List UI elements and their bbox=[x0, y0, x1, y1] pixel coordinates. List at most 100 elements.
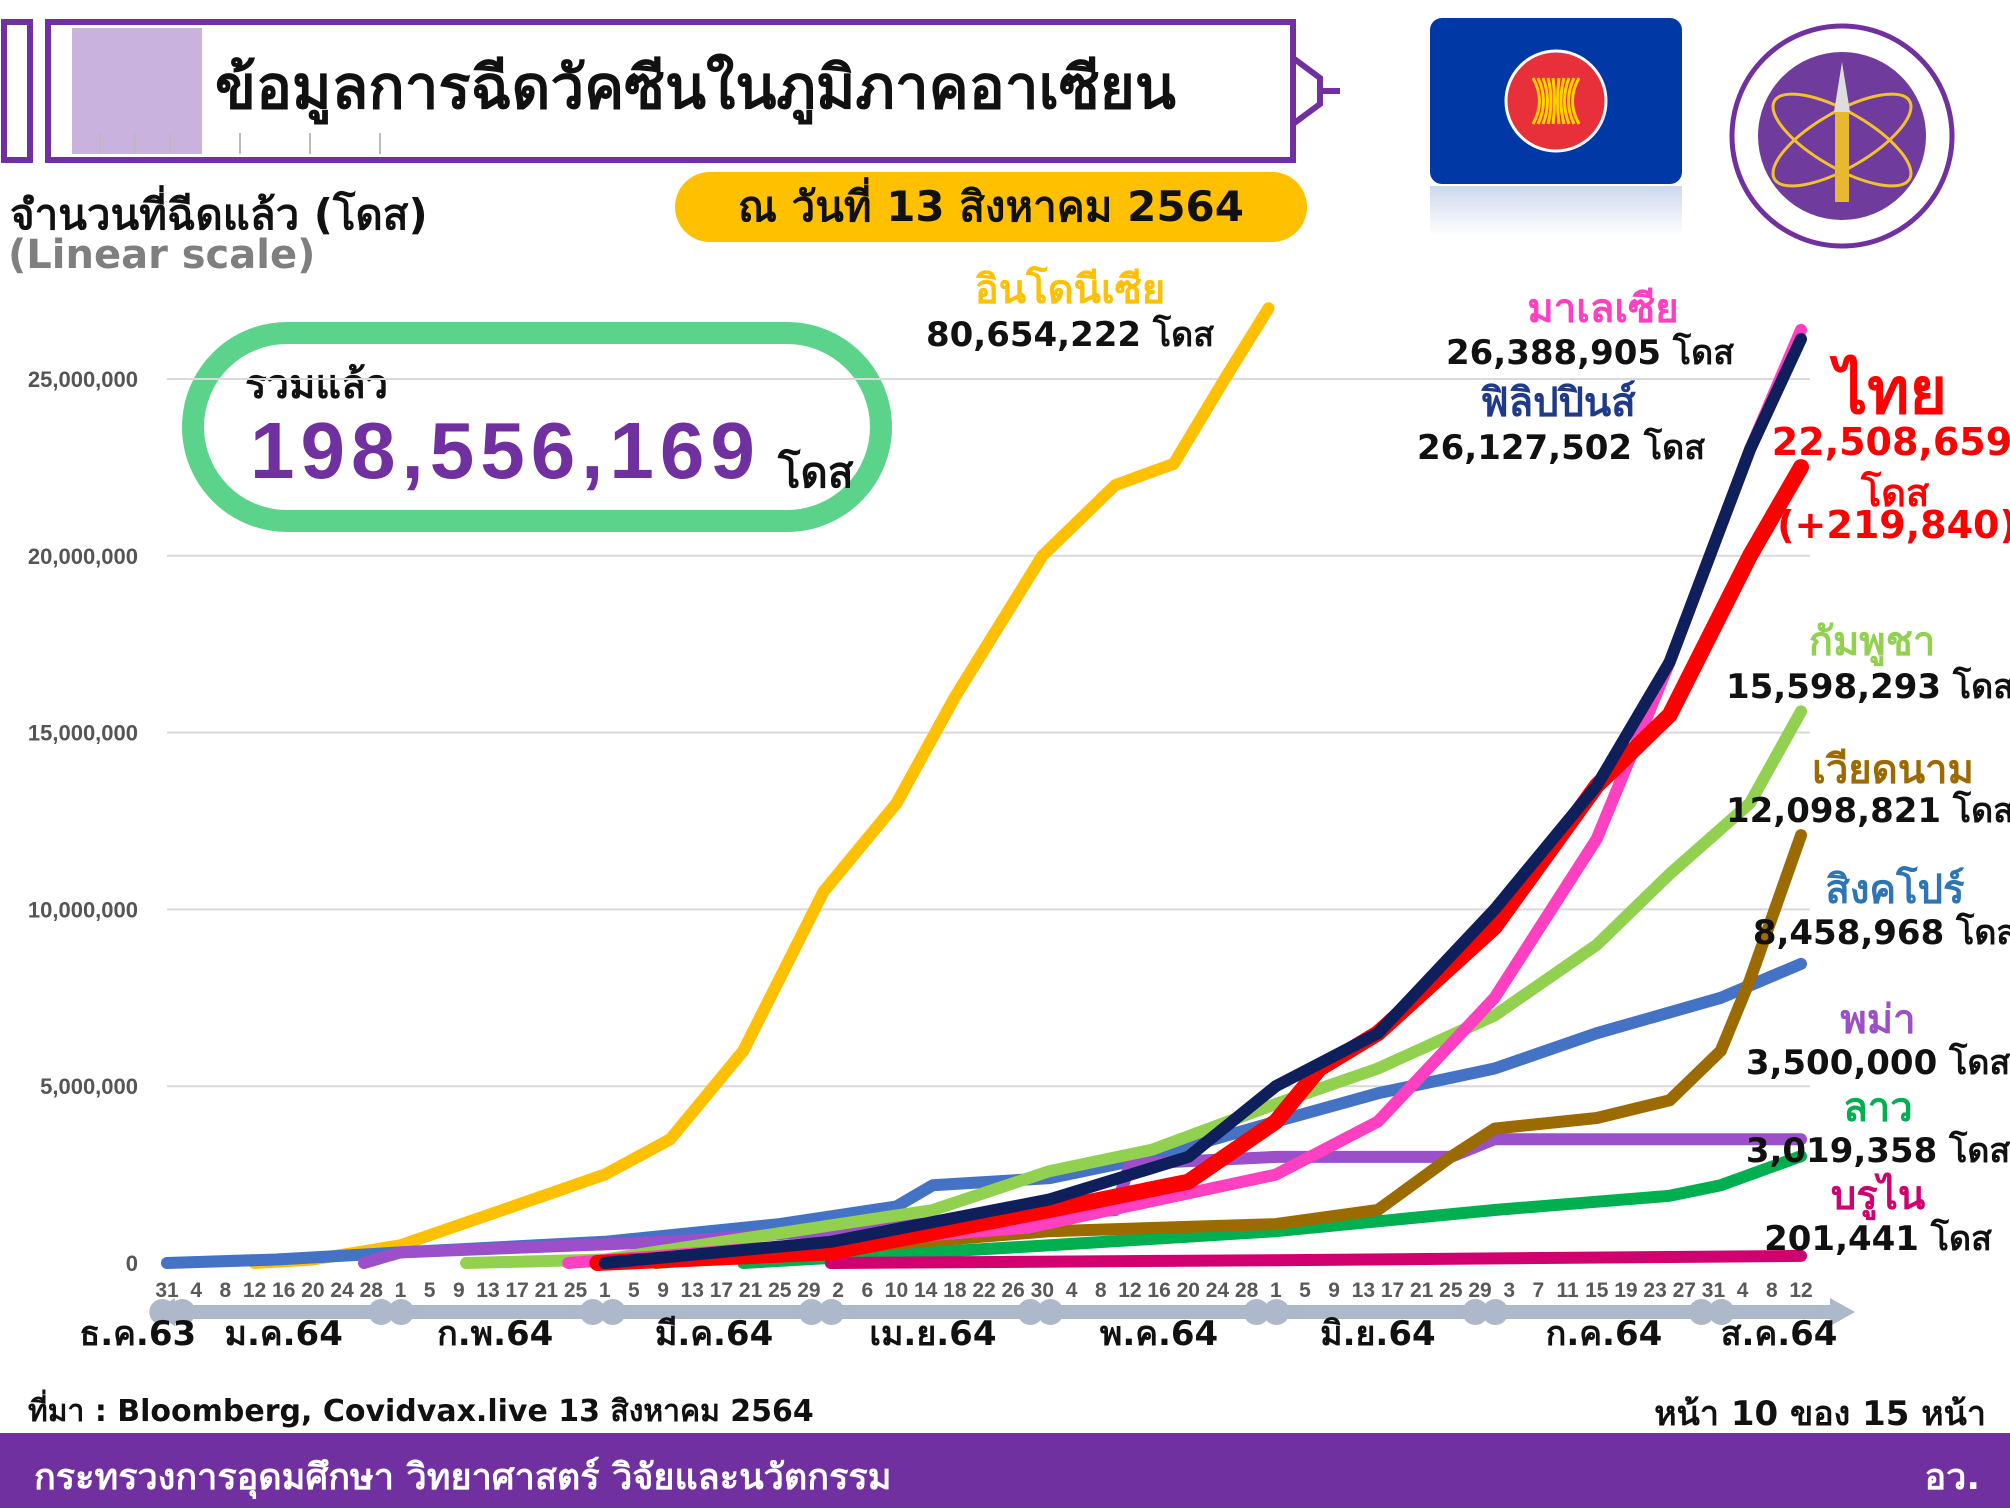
month-divider-dot bbox=[169, 1299, 196, 1325]
x-tick-label: 15 bbox=[1585, 1279, 1609, 1302]
x-tick-label: 12 bbox=[1118, 1279, 1141, 1302]
value-philippines: 26,127,502 โดส bbox=[1416, 428, 1706, 468]
x-tick-label: 28 bbox=[360, 1279, 384, 1302]
label-brunei: บรูไน bbox=[1830, 1173, 1926, 1219]
x-tick-label: 5 bbox=[628, 1279, 640, 1302]
x-tick-label: 1 bbox=[1270, 1279, 1282, 1302]
footer-ministry: กระทรวงการอุดมศึกษา วิทยาศาสตร์ วิจัยและ… bbox=[34, 1457, 892, 1498]
month-divider-dot bbox=[1017, 1299, 1044, 1325]
month-divider-dot bbox=[1688, 1299, 1715, 1325]
x-tick-label: 1 bbox=[395, 1279, 407, 1302]
series-line-laos bbox=[737, 1150, 1807, 1269]
label-laos: ลาว bbox=[1843, 1085, 1913, 1131]
month-divider-dot bbox=[1462, 1299, 1489, 1325]
x-tick-label: 2 bbox=[832, 1279, 844, 1302]
x-tick-label: 14 bbox=[914, 1279, 938, 1302]
x-tick-label: 12 bbox=[1789, 1279, 1812, 1302]
month-divider-dot bbox=[1708, 1299, 1735, 1325]
x-tick-label: 21 bbox=[739, 1279, 763, 1302]
date-badge: ณ วันที่ 13 สิงหาคม 2564 bbox=[675, 172, 1307, 242]
x-tick-label: 9 bbox=[657, 1279, 669, 1302]
change-thailand: (+219,840) bbox=[1777, 503, 2010, 547]
label-singapore: สิงคโปร์ bbox=[1825, 867, 1965, 913]
month-label: ก.ค.64 bbox=[1546, 1314, 1662, 1354]
month-divider-dot bbox=[1482, 1299, 1509, 1325]
flag-reflection bbox=[1430, 186, 1682, 236]
x-tick-label: 4 bbox=[190, 1279, 202, 1302]
footer-abbr: อว. bbox=[1924, 1457, 1980, 1498]
month-divider-dot bbox=[599, 1299, 626, 1325]
series-line-brunei bbox=[824, 1249, 1807, 1269]
x-tick-label: 19 bbox=[1614, 1279, 1637, 1302]
x-tick-label: 16 bbox=[272, 1279, 295, 1302]
x-tick-label: 20 bbox=[1177, 1279, 1200, 1302]
month-label: พ.ค.64 bbox=[1100, 1314, 1218, 1354]
x-tick-label: 10 bbox=[885, 1279, 908, 1302]
asean-flag-logo bbox=[1430, 18, 1682, 184]
value-indonesia: 80,654,222 โดส bbox=[925, 315, 1215, 355]
month-label: ส.ค.64 bbox=[1721, 1314, 1838, 1354]
series-line-indonesia bbox=[248, 302, 1275, 1269]
unit-thailand: โดส bbox=[1860, 471, 1930, 515]
month-label: มี.ค.64 bbox=[655, 1314, 773, 1354]
page-number: หน้า 10 ของ 15 หน้า bbox=[1654, 1394, 1986, 1434]
x-tick-label: 17 bbox=[505, 1279, 528, 1302]
x-tick-label: 21 bbox=[1410, 1279, 1434, 1302]
y-tick-label: 20,000,000 bbox=[28, 544, 138, 569]
x-tick-label: 13 bbox=[681, 1279, 704, 1302]
x-tick-label: 17 bbox=[710, 1279, 733, 1302]
x-tick-label: 1 bbox=[599, 1279, 611, 1302]
series-line-cambodia bbox=[460, 705, 1807, 1269]
x-tick-label: 11 bbox=[1556, 1279, 1579, 1302]
axes: 0 5,000,000 10,000,000 15,000,000 20,000,000… bbox=[28, 367, 1855, 1354]
scale-note: (Linear scale) bbox=[8, 232, 316, 278]
month-label: เม.ย.64 bbox=[869, 1314, 996, 1354]
x-tick-label: 25 bbox=[768, 1279, 792, 1302]
total-label: รวมแล้ว bbox=[245, 362, 389, 408]
x-tick-label: 13 bbox=[1352, 1279, 1375, 1302]
value-thailand: 22,508,659 bbox=[1771, 420, 2010, 464]
month-label: ธ.ค.63 bbox=[79, 1314, 196, 1354]
month-label: ม.ค.64 bbox=[225, 1314, 343, 1354]
total-unit: โดส bbox=[778, 448, 854, 497]
label-malaysia: มาเลเซีย bbox=[1527, 286, 1679, 332]
month-divider-dot bbox=[798, 1299, 825, 1325]
month-divider-dot bbox=[149, 1299, 176, 1325]
x-tick-label: 24 bbox=[1206, 1279, 1230, 1302]
x-tick-label: 31 bbox=[1702, 1279, 1726, 1302]
value-myanmar: 3,500,000 โดส bbox=[1745, 1043, 2010, 1083]
month-divider-dot bbox=[1263, 1299, 1290, 1325]
value-singapore: 8,458,968 โดส bbox=[1752, 913, 2010, 953]
x-tick-label: 12 bbox=[243, 1279, 266, 1302]
value-malaysia: 26,388,905 โดส bbox=[1445, 333, 1735, 373]
y-axis-label: จำนวนที่ฉีดแล้ว (โดส) bbox=[10, 190, 428, 239]
x-tick-label: 20 bbox=[301, 1279, 324, 1302]
series-line-philippines bbox=[598, 333, 1807, 1269]
x-tick-label: 7 bbox=[1533, 1279, 1545, 1302]
x-tick-label: 22 bbox=[972, 1279, 995, 1302]
month-divider-dot bbox=[1243, 1299, 1270, 1325]
month-label: ก.พ.64 bbox=[437, 1314, 553, 1354]
x-tick-label: 9 bbox=[453, 1279, 465, 1302]
source-note: ที่มา : Bloomberg, Covidvax.live 13 สิงห… bbox=[28, 1394, 814, 1429]
x-tick-label: 30 bbox=[1031, 1279, 1054, 1302]
x-tick-label: 16 bbox=[1147, 1279, 1170, 1302]
x-tick-label: 4 bbox=[1737, 1279, 1749, 1302]
y-tick-label: 10,000,000 bbox=[28, 897, 138, 922]
x-tick-label: 31 bbox=[155, 1279, 179, 1302]
month-divider-dot bbox=[1037, 1299, 1064, 1325]
x-tick-label: 27 bbox=[1673, 1279, 1696, 1302]
syringe-title-frame bbox=[1, 19, 1340, 163]
label-myanmar: พม่า bbox=[1840, 997, 1916, 1043]
total-value: 198,556,169 bbox=[250, 406, 761, 495]
label-indonesia: อินโดนีเซีย bbox=[974, 267, 1166, 313]
x-tick-label: 18 bbox=[943, 1279, 967, 1302]
month-divider-dot bbox=[368, 1299, 395, 1325]
y-tick-label: 5,000,000 bbox=[40, 1074, 138, 1099]
x-tick-label: 17 bbox=[1381, 1279, 1404, 1302]
label-vietnam: เวียดนาม bbox=[1812, 747, 1974, 793]
footer-bar bbox=[0, 1433, 2010, 1508]
x-tick-label: 5 bbox=[424, 1279, 436, 1302]
x-tick-label: 8 bbox=[220, 1279, 232, 1302]
